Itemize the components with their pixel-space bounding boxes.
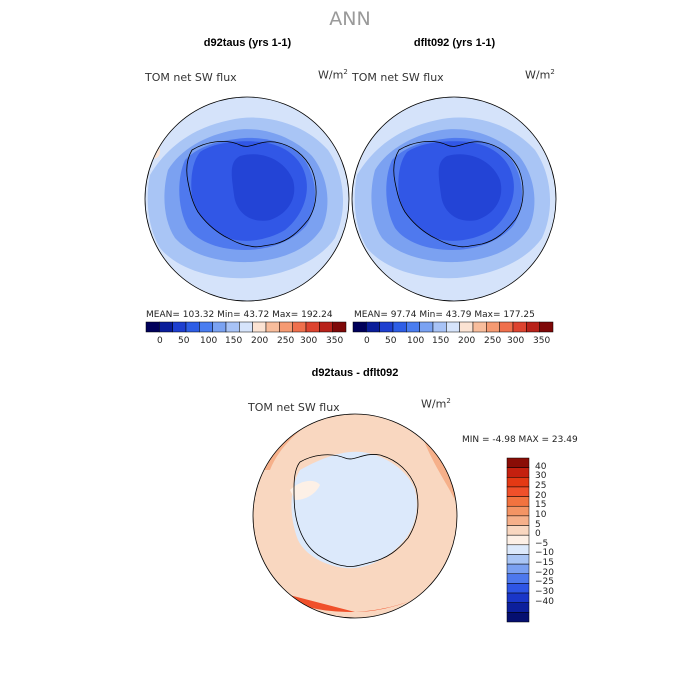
colorbar-swatch — [419, 321, 434, 333]
diff-panel-units: W/m2 — [421, 397, 451, 411]
diff-colorbar-swatch — [506, 583, 530, 594]
panel-2-title: dflt092 (yrs 1-1) — [413, 37, 496, 49]
colorbar-swatch — [279, 321, 293, 333]
diff-colorbar-swatch — [506, 457, 530, 468]
colorbar-swatch — [252, 321, 267, 333]
cb1-tick-4: 200 — [251, 336, 269, 346]
colorbar-swatch — [239, 321, 253, 333]
colorbar-swatch — [392, 321, 407, 333]
cb1-tick-1: 50 — [178, 336, 190, 346]
diff-colorbar-tick: 5 — [535, 519, 541, 530]
diff-panel-title: d92taus - dflt092 — [311, 367, 399, 379]
panel-1-units: W/m2 — [318, 68, 348, 82]
cb2-tick-0: 0 — [364, 336, 370, 346]
diff-colorbar-swatch — [506, 505, 530, 517]
diff-colorbar-tick: 0 — [535, 529, 541, 540]
diff-colorbar-tick: −15 — [535, 558, 554, 569]
colorbar-swatch — [526, 321, 540, 333]
colorbar-swatch — [159, 321, 173, 333]
diff-colorbar-swatch — [506, 554, 530, 565]
diff-colorbar-tick: −20 — [535, 567, 554, 578]
diff-colorbar-swatch — [506, 573, 530, 584]
cb2-tick-6: 300 — [507, 336, 525, 346]
cb1-tick-0: 0 — [157, 336, 163, 346]
colorbar-swatch — [539, 321, 554, 333]
panel-2-field-label: TOM net SW flux — [352, 71, 444, 84]
cb1-tick-3: 150 — [225, 336, 243, 346]
colorbar-swatch — [366, 321, 380, 333]
diff-colorbar-swatch — [506, 563, 530, 575]
diff-colorbar-tick: −40 — [535, 596, 554, 607]
cb2-tick-3: 150 — [432, 336, 450, 346]
colorbar-panel-1 — [145, 321, 347, 333]
colorbar-swatch — [332, 321, 347, 333]
colorbar-swatch — [172, 321, 187, 333]
cb2-tick-5: 250 — [484, 336, 502, 346]
diff-colorbar-swatch — [506, 467, 530, 478]
cb2-tick-4: 200 — [458, 336, 476, 346]
colorbar-swatch — [459, 321, 474, 333]
diff-colorbar-tick: −30 — [535, 587, 554, 598]
diff-colorbar-tick: 20 — [535, 490, 547, 501]
diff-colorbar-tick: 15 — [535, 500, 547, 511]
diff-colorbar-swatch — [506, 525, 530, 536]
colorbar-diff — [506, 457, 530, 623]
diff-colorbar-tick: 30 — [535, 471, 547, 482]
map-panel-2 — [352, 97, 556, 301]
diff-colorbar-swatch — [506, 477, 530, 488]
colorbar-swatch — [486, 321, 500, 333]
colorbar-swatch — [225, 321, 240, 333]
panel-1-field-label: TOM net SW flux — [145, 71, 237, 84]
diff-colorbar-swatch — [506, 515, 530, 526]
panel-2-stats: MEAN= 97.74 Min= 43.79 Max= 177.25 — [354, 310, 535, 320]
diff-colorbar-tick: 25 — [535, 480, 547, 491]
colorbar-swatch — [292, 321, 307, 333]
colorbar-panel-2 — [352, 321, 554, 333]
page-title: ANN — [329, 8, 371, 30]
colorbar-swatch — [512, 321, 527, 333]
colorbar-swatch — [446, 321, 460, 333]
colorbar-swatch — [145, 321, 160, 333]
colorbar-swatch — [432, 321, 447, 333]
cb2-tick-7: 350 — [533, 336, 551, 346]
cb1-tick-2: 100 — [200, 336, 218, 346]
diff-colorbar-swatch — [506, 612, 530, 623]
colorbar-swatch — [406, 321, 420, 333]
colorbar-swatch — [472, 321, 487, 333]
diff-colorbar-swatch — [506, 496, 530, 507]
diff-colorbar-tick: −5 — [535, 538, 549, 549]
cb1-tick-6: 300 — [300, 336, 318, 346]
diff-colorbar-tick: 10 — [535, 509, 547, 520]
diff-colorbar-tick: −25 — [535, 577, 554, 588]
panel-1-title: d92taus (yrs 1-1) — [203, 37, 292, 49]
colorbar-swatch — [499, 321, 514, 333]
panel-1-stats: MEAN= 103.32 Min= 43.72 Max= 192.24 — [146, 310, 333, 320]
colorbar-swatch — [305, 321, 320, 333]
diff-colorbar-swatch — [506, 602, 530, 613]
diff-minmax: MIN = -4.98 MAX = 23.49 — [462, 435, 578, 445]
colorbar-swatch — [352, 321, 367, 333]
colorbar-swatch — [212, 321, 227, 333]
diff-colorbar-swatch — [506, 534, 530, 546]
cb2-tick-2: 100 — [407, 336, 425, 346]
diff-colorbar-tick: −10 — [535, 548, 554, 559]
cb1-tick-7: 350 — [326, 336, 344, 346]
diff-colorbar-swatch — [506, 592, 530, 603]
panel-2-units: W/m2 — [525, 68, 555, 82]
map-panel-1 — [145, 97, 349, 301]
cb1-tick-5: 250 — [277, 336, 295, 346]
diff-panel-field-label: TOM net SW flux — [248, 401, 340, 414]
diff-colorbar-tick: 40 — [535, 461, 547, 472]
diff-colorbar-swatch — [506, 544, 530, 555]
colorbar-swatch — [319, 321, 333, 333]
colorbar-swatch — [199, 321, 213, 333]
colorbar-swatch — [265, 321, 280, 333]
cb2-tick-1: 50 — [385, 336, 397, 346]
diff-colorbar-swatch — [506, 486, 530, 497]
colorbar-swatch — [379, 321, 394, 333]
colorbar-swatch — [185, 321, 200, 333]
